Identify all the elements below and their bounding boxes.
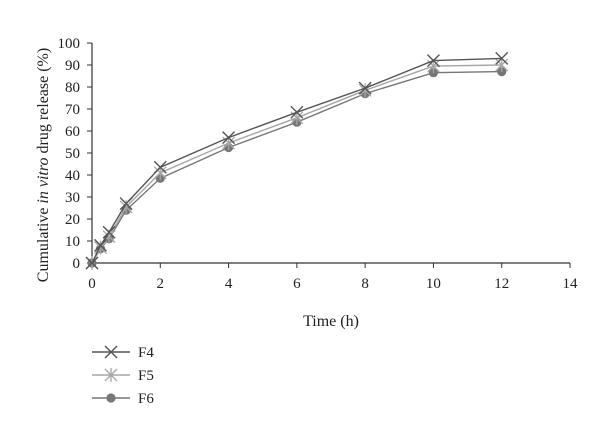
legend-marker: [106, 393, 116, 403]
data-point-F4: [119, 197, 133, 211]
x-tick-label: 4: [225, 276, 233, 292]
y-tick-label: 50: [65, 146, 80, 162]
series-line-F4: [91, 57, 502, 264]
x-tick-label: 0: [88, 276, 96, 292]
x-tick-label: 10: [426, 276, 441, 292]
data-point-F4-stroke: [495, 51, 509, 65]
legend-item-F4: F4: [92, 345, 154, 361]
legend-marker-dot: [106, 393, 116, 403]
legend-label: F6: [138, 391, 154, 407]
data-point-F5: [495, 58, 509, 72]
legend-item-F6: F6: [92, 391, 154, 407]
data-point-F4: [94, 238, 108, 252]
legend: F4 F5 F6: [92, 345, 154, 407]
legend-marker: [104, 368, 118, 382]
y-tick-label: 20: [65, 212, 80, 228]
y-tick-label: 10: [65, 234, 80, 250]
data-point-F4: [102, 225, 116, 239]
data-point-F4: [426, 54, 440, 68]
legend-label: F4: [138, 345, 154, 361]
y-tick-label: 40: [65, 168, 80, 184]
data-point-F4: [358, 81, 372, 95]
y-tick-label: 70: [65, 102, 80, 118]
y-tick-label: 80: [65, 80, 80, 96]
legend-marker: [104, 345, 118, 359]
x-axis-title: Time (h): [303, 313, 359, 330]
y-tick-label: 60: [65, 124, 80, 140]
data-point-F4-stroke: [358, 81, 372, 95]
data-point-F4-stroke: [153, 160, 167, 174]
y-axis-title: Cumulative in vitro drug release (%): [35, 48, 52, 282]
data-point-F4: [495, 51, 509, 65]
x-tick-label: 14: [563, 276, 579, 292]
data-point-F4-stroke: [85, 256, 99, 270]
data-point-F4: [222, 131, 236, 145]
x-tick-label: 2: [157, 276, 165, 292]
data-point-F4-stroke: [290, 105, 304, 119]
x-tick-label: 12: [494, 276, 509, 292]
data-point-F4-stroke: [102, 225, 116, 239]
data-point-F4-stroke: [426, 54, 440, 68]
y-tick-label: 90: [65, 58, 80, 74]
data-point-F5: [94, 240, 107, 255]
y-tick-label: 100: [58, 36, 81, 52]
data-point-F4: [290, 105, 304, 119]
series-line-F6: [91, 70, 502, 264]
x-tick-label: 8: [361, 276, 369, 292]
data-point-F4: [153, 160, 167, 174]
x-tick-label: 6: [293, 276, 301, 292]
plot-area: 0 10 20 30 40 50 60 70 80 90 100 0 2 4 6 8 10 12 14: [58, 36, 579, 292]
legend-label: F5: [138, 368, 154, 384]
y-tick-label: 0: [73, 256, 81, 272]
legend-marker-stroke: [104, 345, 118, 359]
y-tick-label: 30: [65, 190, 80, 206]
data-point-F4-stroke: [222, 131, 236, 145]
data-point-F4: [85, 256, 99, 270]
legend-item-F5: F5: [92, 368, 154, 384]
series-line-F5: [91, 64, 502, 264]
data-point-F4-stroke: [94, 238, 108, 252]
data-point-F4-stroke: [119, 197, 133, 211]
